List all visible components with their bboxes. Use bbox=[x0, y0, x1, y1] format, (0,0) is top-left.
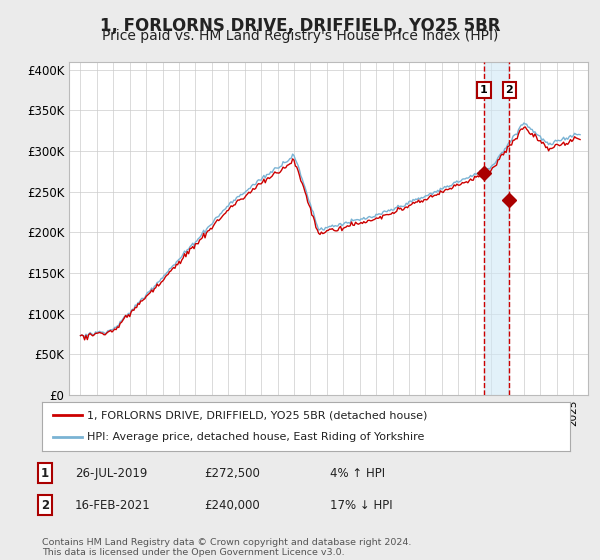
Text: 1, FORLORNS DRIVE, DRIFFIELD, YO25 5BR (detached house): 1, FORLORNS DRIVE, DRIFFIELD, YO25 5BR (… bbox=[87, 410, 427, 421]
Text: £240,000: £240,000 bbox=[204, 498, 260, 512]
Text: 26-JUL-2019: 26-JUL-2019 bbox=[75, 466, 148, 480]
Bar bbox=[484, 62, 509, 395]
Text: 1, FORLORNS DRIVE, DRIFFIELD, YO25 5BR: 1, FORLORNS DRIVE, DRIFFIELD, YO25 5BR bbox=[100, 17, 500, 35]
Text: 4% ↑ HPI: 4% ↑ HPI bbox=[330, 466, 385, 480]
Text: 2: 2 bbox=[41, 498, 49, 512]
Text: Price paid vs. HM Land Registry's House Price Index (HPI): Price paid vs. HM Land Registry's House … bbox=[102, 29, 498, 43]
Text: Contains HM Land Registry data © Crown copyright and database right 2024.
This d: Contains HM Land Registry data © Crown c… bbox=[42, 538, 412, 557]
Text: 1: 1 bbox=[41, 466, 49, 480]
Text: 1: 1 bbox=[480, 85, 488, 95]
Text: 2: 2 bbox=[506, 85, 514, 95]
Text: £272,500: £272,500 bbox=[204, 466, 260, 480]
Text: HPI: Average price, detached house, East Riding of Yorkshire: HPI: Average price, detached house, East… bbox=[87, 432, 424, 442]
Text: 17% ↓ HPI: 17% ↓ HPI bbox=[330, 498, 392, 512]
Text: 16-FEB-2021: 16-FEB-2021 bbox=[75, 498, 151, 512]
